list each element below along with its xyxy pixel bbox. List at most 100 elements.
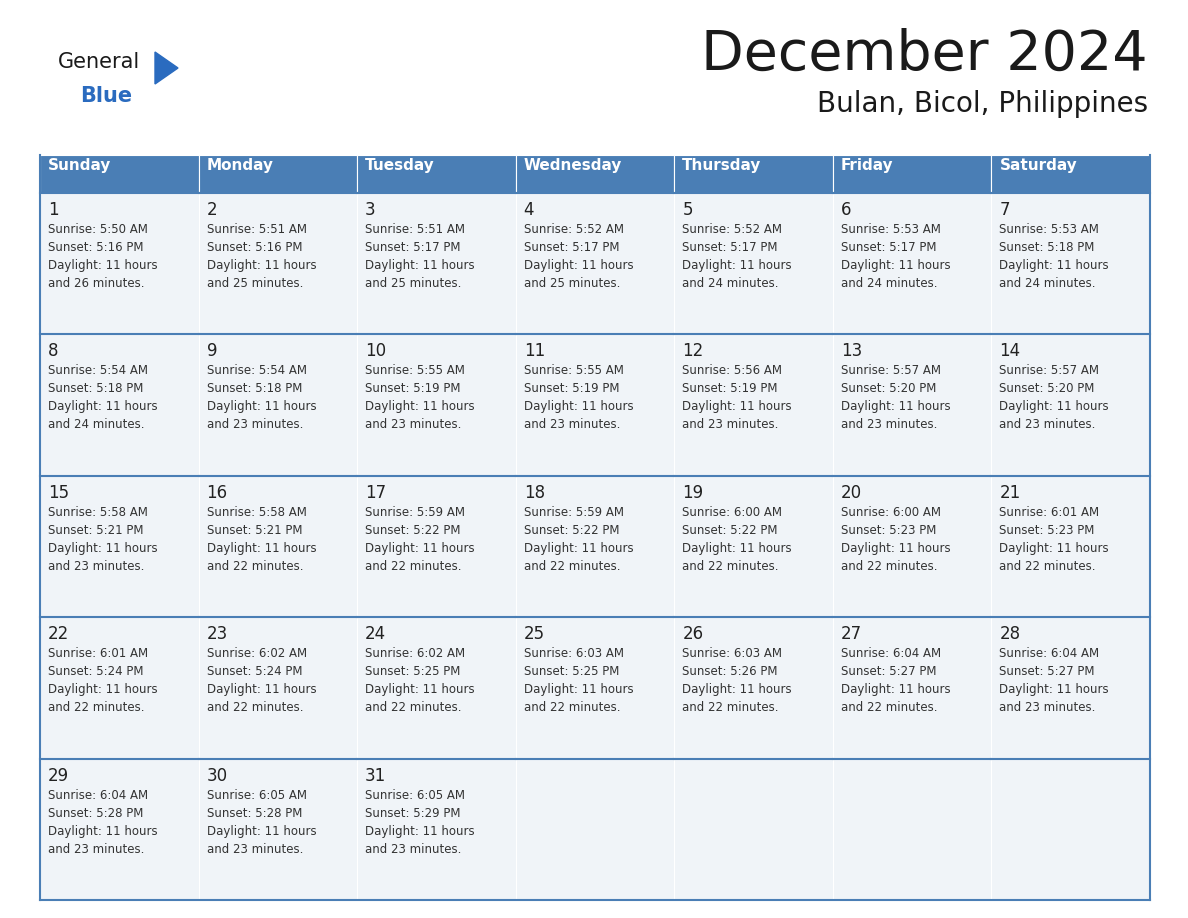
Text: and 23 minutes.: and 23 minutes. xyxy=(365,419,461,431)
Polygon shape xyxy=(154,52,178,84)
Text: 25: 25 xyxy=(524,625,545,644)
Text: and 22 minutes.: and 22 minutes. xyxy=(207,560,303,573)
Text: and 23 minutes.: and 23 minutes. xyxy=(682,419,778,431)
Bar xyxy=(358,476,516,617)
Bar xyxy=(198,758,358,900)
Text: and 25 minutes.: and 25 minutes. xyxy=(524,277,620,290)
Text: 2: 2 xyxy=(207,201,217,219)
Text: 21: 21 xyxy=(999,484,1020,502)
Text: Daylight: 11 hours: Daylight: 11 hours xyxy=(999,683,1110,696)
Text: and 24 minutes.: and 24 minutes. xyxy=(48,419,145,431)
Text: and 22 minutes.: and 22 minutes. xyxy=(524,560,620,573)
Text: 23: 23 xyxy=(207,625,228,644)
Bar xyxy=(833,476,992,617)
Bar xyxy=(516,617,675,758)
Text: Daylight: 11 hours: Daylight: 11 hours xyxy=(999,259,1110,272)
Bar xyxy=(358,334,516,476)
Text: Daylight: 11 hours: Daylight: 11 hours xyxy=(999,400,1110,413)
Text: Sunset: 5:28 PM: Sunset: 5:28 PM xyxy=(207,807,302,820)
Text: Thursday: Thursday xyxy=(682,158,762,173)
Bar xyxy=(992,758,1150,900)
Text: Sunset: 5:24 PM: Sunset: 5:24 PM xyxy=(48,666,144,678)
Text: Monday: Monday xyxy=(207,158,273,173)
Text: Sunrise: 5:58 AM: Sunrise: 5:58 AM xyxy=(207,506,307,519)
Bar xyxy=(833,193,992,334)
Text: and 22 minutes.: and 22 minutes. xyxy=(841,560,937,573)
Bar xyxy=(40,155,198,193)
Text: and 22 minutes.: and 22 minutes. xyxy=(682,701,779,714)
Text: Daylight: 11 hours: Daylight: 11 hours xyxy=(682,542,792,554)
Bar xyxy=(40,193,198,334)
Text: Sunrise: 5:57 AM: Sunrise: 5:57 AM xyxy=(841,364,941,377)
Text: Daylight: 11 hours: Daylight: 11 hours xyxy=(207,400,316,413)
Text: Sunset: 5:21 PM: Sunset: 5:21 PM xyxy=(48,524,144,537)
Text: Sunset: 5:25 PM: Sunset: 5:25 PM xyxy=(365,666,461,678)
Text: Daylight: 11 hours: Daylight: 11 hours xyxy=(365,824,475,837)
Bar xyxy=(675,758,833,900)
Bar xyxy=(833,334,992,476)
Text: General: General xyxy=(58,52,140,72)
Text: Sunrise: 5:53 AM: Sunrise: 5:53 AM xyxy=(999,223,1099,236)
Text: Sunrise: 5:51 AM: Sunrise: 5:51 AM xyxy=(365,223,466,236)
Bar xyxy=(516,758,675,900)
Text: Sunrise: 5:59 AM: Sunrise: 5:59 AM xyxy=(524,506,624,519)
Text: and 22 minutes.: and 22 minutes. xyxy=(841,701,937,714)
Text: Sunset: 5:22 PM: Sunset: 5:22 PM xyxy=(524,524,619,537)
Text: Sunrise: 5:55 AM: Sunrise: 5:55 AM xyxy=(365,364,465,377)
Text: Daylight: 11 hours: Daylight: 11 hours xyxy=(207,683,316,696)
Text: Sunrise: 5:54 AM: Sunrise: 5:54 AM xyxy=(48,364,148,377)
Text: and 22 minutes.: and 22 minutes. xyxy=(365,701,462,714)
Text: Daylight: 11 hours: Daylight: 11 hours xyxy=(207,259,316,272)
Text: Daylight: 11 hours: Daylight: 11 hours xyxy=(682,400,792,413)
Bar xyxy=(992,193,1150,334)
Text: 31: 31 xyxy=(365,767,386,785)
Text: 17: 17 xyxy=(365,484,386,502)
Text: Sunset: 5:23 PM: Sunset: 5:23 PM xyxy=(999,524,1095,537)
Text: 19: 19 xyxy=(682,484,703,502)
Bar xyxy=(516,155,675,193)
Text: Sunset: 5:22 PM: Sunset: 5:22 PM xyxy=(365,524,461,537)
Text: Sunrise: 6:03 AM: Sunrise: 6:03 AM xyxy=(682,647,782,660)
Text: Daylight: 11 hours: Daylight: 11 hours xyxy=(207,542,316,554)
Text: Sunset: 5:21 PM: Sunset: 5:21 PM xyxy=(207,524,302,537)
Text: Bulan, Bicol, Philippines: Bulan, Bicol, Philippines xyxy=(817,90,1148,118)
Bar xyxy=(198,155,358,193)
Text: Sunset: 5:20 PM: Sunset: 5:20 PM xyxy=(999,383,1095,396)
Text: Sunrise: 6:04 AM: Sunrise: 6:04 AM xyxy=(841,647,941,660)
Text: Sunset: 5:19 PM: Sunset: 5:19 PM xyxy=(524,383,619,396)
Text: Daylight: 11 hours: Daylight: 11 hours xyxy=(841,400,950,413)
Bar xyxy=(833,617,992,758)
Text: 16: 16 xyxy=(207,484,228,502)
Text: and 23 minutes.: and 23 minutes. xyxy=(48,560,145,573)
Bar xyxy=(675,155,833,193)
Text: Daylight: 11 hours: Daylight: 11 hours xyxy=(524,683,633,696)
Text: 24: 24 xyxy=(365,625,386,644)
Text: Sunrise: 6:04 AM: Sunrise: 6:04 AM xyxy=(999,647,1100,660)
Bar xyxy=(358,193,516,334)
Text: and 22 minutes.: and 22 minutes. xyxy=(207,701,303,714)
Text: Sunset: 5:16 PM: Sunset: 5:16 PM xyxy=(48,241,144,254)
Text: 13: 13 xyxy=(841,342,862,361)
Text: Sunrise: 5:51 AM: Sunrise: 5:51 AM xyxy=(207,223,307,236)
Text: Sunrise: 5:52 AM: Sunrise: 5:52 AM xyxy=(524,223,624,236)
Text: Daylight: 11 hours: Daylight: 11 hours xyxy=(365,259,475,272)
Text: Wednesday: Wednesday xyxy=(524,158,623,173)
Text: Sunrise: 6:00 AM: Sunrise: 6:00 AM xyxy=(682,506,782,519)
Text: Sunrise: 5:50 AM: Sunrise: 5:50 AM xyxy=(48,223,147,236)
Text: Sunrise: 5:53 AM: Sunrise: 5:53 AM xyxy=(841,223,941,236)
Text: Blue: Blue xyxy=(80,86,132,106)
Text: Daylight: 11 hours: Daylight: 11 hours xyxy=(682,259,792,272)
Text: and 23 minutes.: and 23 minutes. xyxy=(524,419,620,431)
Text: 1: 1 xyxy=(48,201,58,219)
Text: Sunset: 5:18 PM: Sunset: 5:18 PM xyxy=(999,241,1095,254)
Text: Daylight: 11 hours: Daylight: 11 hours xyxy=(524,400,633,413)
Text: and 22 minutes.: and 22 minutes. xyxy=(365,560,462,573)
Text: Daylight: 11 hours: Daylight: 11 hours xyxy=(48,400,158,413)
Text: Daylight: 11 hours: Daylight: 11 hours xyxy=(365,400,475,413)
Text: Sunset: 5:27 PM: Sunset: 5:27 PM xyxy=(841,666,936,678)
Text: Daylight: 11 hours: Daylight: 11 hours xyxy=(841,259,950,272)
Text: 12: 12 xyxy=(682,342,703,361)
Text: and 25 minutes.: and 25 minutes. xyxy=(207,277,303,290)
Text: 18: 18 xyxy=(524,484,545,502)
Text: Sunset: 5:29 PM: Sunset: 5:29 PM xyxy=(365,807,461,820)
